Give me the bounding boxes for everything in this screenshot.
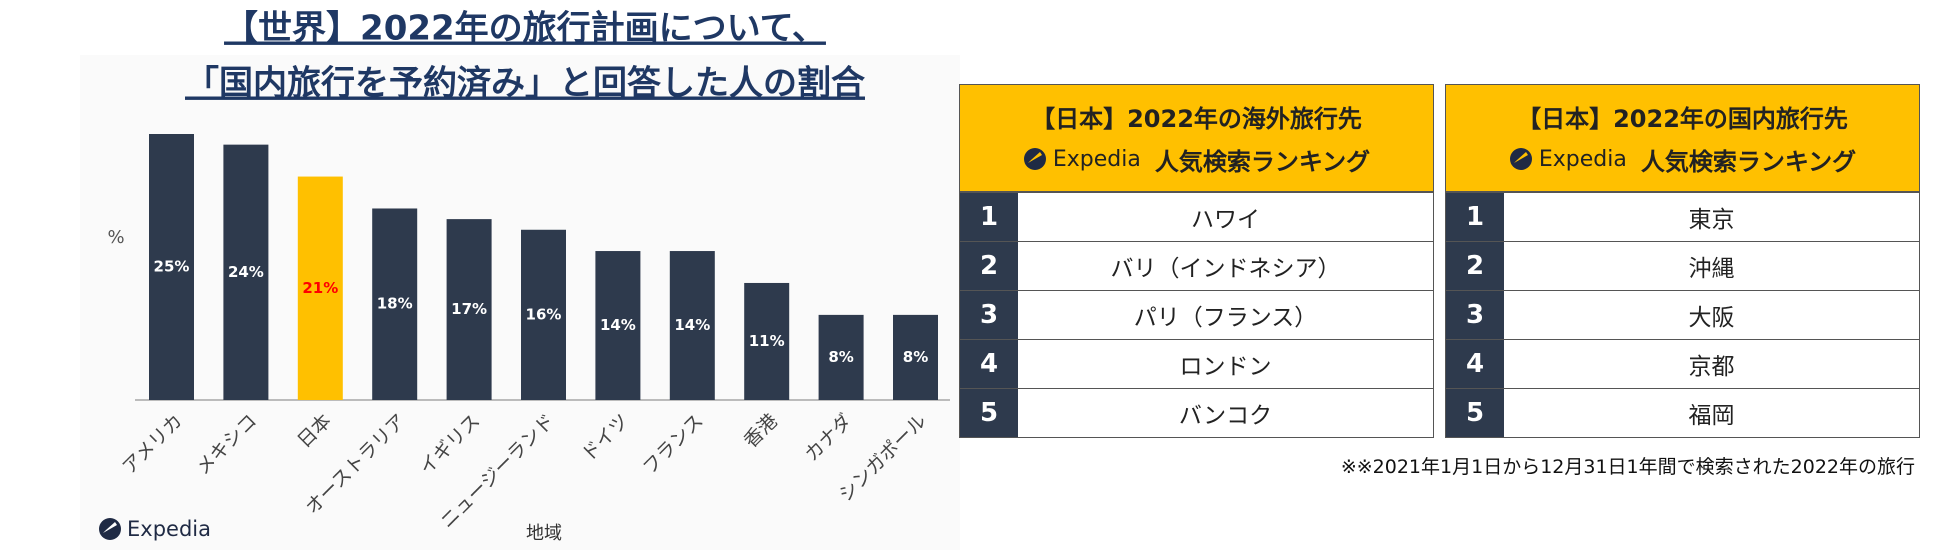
bar <box>744 282 790 400</box>
bar <box>223 144 269 400</box>
rank-cell: 3 <box>960 291 1018 339</box>
chart-title: 「国内旅行を予約済み」と回答した人の割合 <box>185 64 865 104</box>
table-title: 【日本】2022年の国内旅行先 <box>1517 105 1848 133</box>
chart-title: 【世界】2022年の旅行計画について、 <box>224 9 826 49</box>
table-header: 【日本】2022年の海外旅行先 Expedia 人気検索ランキング <box>960 85 1433 192</box>
rank-cell: 2 <box>1446 242 1504 290</box>
table-row: 2 沖縄 <box>1446 241 1919 290</box>
y-axis-label: % <box>107 227 124 248</box>
destination-cell: 東京 <box>1688 207 1735 233</box>
table-row: 5 バンコク <box>960 388 1433 437</box>
table-subtitle-row: Expedia 人気検索ランキング <box>1446 139 1919 179</box>
table-title: 【日本】2022年の海外旅行先 <box>1031 105 1362 133</box>
data-label: 18% <box>377 295 413 313</box>
destination-cell: 福岡 <box>1688 403 1735 429</box>
destination-cell: 沖縄 <box>1688 256 1735 282</box>
table-row: 3 パリ（フランス） <box>960 290 1433 339</box>
table-subtitle: 人気検索ランキング <box>1640 147 1857 176</box>
destination-cell: 京都 <box>1688 354 1735 380</box>
bar <box>818 314 864 400</box>
bar <box>669 251 715 400</box>
ranking-table: 【日本】2022年の国内旅行先 Expedia 人気検索ランキング 1 東京 2 沖縄 3 大阪… <box>1445 84 1920 438</box>
bar <box>893 314 938 400</box>
data-label: 14% <box>674 316 710 334</box>
rank-cell: 4 <box>960 340 1018 388</box>
rank-cell: 4 <box>1446 340 1504 388</box>
data-label: 16% <box>526 305 562 323</box>
logo: Expedia <box>1509 147 1627 172</box>
table-subtitle-row: Expedia 人気検索ランキング <box>960 139 1433 179</box>
destination-cell: パリ（フランス） <box>1133 305 1318 331</box>
destination-cell: バンコク <box>1178 403 1273 429</box>
table-row: 5 福岡 <box>1446 388 1919 437</box>
data-label: 8% <box>828 348 853 366</box>
bar <box>521 229 566 400</box>
table-header: 【日本】2022年の国内旅行先 Expedia 人気検索ランキング <box>1446 85 1919 192</box>
logo-text: Expedia <box>1538 146 1627 172</box>
logo-plane <box>103 522 117 533</box>
table-row: 1 ハワイ <box>960 192 1433 241</box>
logo-icon <box>1509 148 1532 170</box>
rank-cell: 5 <box>960 389 1018 437</box>
bar <box>595 251 641 400</box>
data-label: 17% <box>451 300 487 318</box>
table-row: 3 大阪 <box>1446 290 1919 339</box>
rank-cell: 5 <box>1446 389 1504 437</box>
destination-cell: ロンドン <box>1179 354 1272 380</box>
logo: Expedia <box>99 517 211 541</box>
chart-background <box>80 55 960 550</box>
logo-text: Expedia <box>127 517 211 541</box>
bar <box>297 176 343 400</box>
bar <box>372 208 418 400</box>
table-row: 2 バリ（インドネシア） <box>960 241 1433 290</box>
destination-cell: バリ（インドネシア） <box>1110 256 1341 282</box>
bar <box>446 219 492 400</box>
rank-cell: 2 <box>960 242 1018 290</box>
data-label: 25% <box>154 258 190 276</box>
destination-cell: ハワイ <box>1191 207 1260 233</box>
bar <box>149 134 194 400</box>
rank-cell: 1 <box>960 193 1018 241</box>
logo-text: Expedia <box>1052 146 1141 172</box>
table-row: 4 ロンドン <box>960 339 1433 388</box>
data-label: 21% <box>302 279 338 297</box>
table-subtitle: 人気検索ランキング <box>1154 147 1371 176</box>
data-label: 11% <box>749 332 785 350</box>
chart: 【世界】2022年の旅行計画について、 「国内旅行を予約済み」と回答した人の割合… <box>80 9 960 550</box>
destination-cell: 大阪 <box>1688 305 1735 331</box>
logo: Expedia <box>1023 147 1141 172</box>
footnote: ※※2021年1月1日から12月31日1年間で検索された2022年の旅行 <box>1340 456 1915 478</box>
table-row: 4 京都 <box>1446 339 1919 388</box>
data-label: 8% <box>903 348 928 366</box>
data-label: 24% <box>228 263 264 281</box>
x-axis-label: 地域 <box>526 523 562 544</box>
rank-cell: 3 <box>1446 291 1504 339</box>
data-label: 14% <box>600 316 636 334</box>
logo-icon <box>1023 148 1046 170</box>
table-row: 1 東京 <box>1446 192 1919 241</box>
ranking-table: 【日本】2022年の海外旅行先 Expedia 人気検索ランキング 1 ハワイ 2 バリ（イ… <box>959 84 1434 438</box>
rank-cell: 1 <box>1446 193 1504 241</box>
